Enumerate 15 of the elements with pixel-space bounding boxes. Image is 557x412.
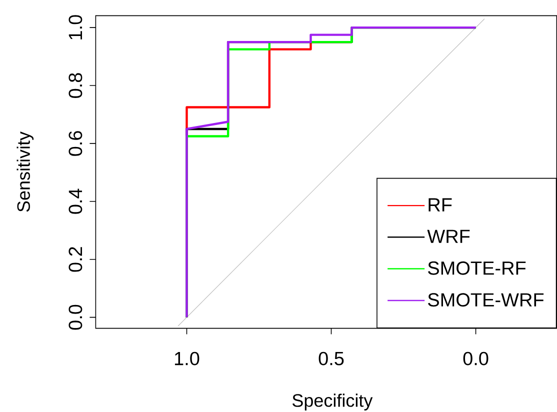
legend-label: WRF bbox=[427, 230, 470, 243]
legend-label: RF bbox=[428, 198, 452, 212]
x-tick-label: 0.0 bbox=[463, 352, 488, 366]
y-tick-label: 0.0 bbox=[68, 304, 82, 330]
legend-label: SMOTE-RF bbox=[428, 261, 526, 275]
y-tick-label: 0.4 bbox=[68, 188, 82, 214]
x-tick-label: 1.0 bbox=[174, 352, 200, 366]
y-axis-title: Sensitivity bbox=[16, 132, 34, 212]
y-tick-label: 0.6 bbox=[68, 131, 82, 156]
x-tick-label: 0.5 bbox=[318, 352, 344, 366]
legend-label: SMOTE-WRF bbox=[428, 293, 544, 307]
y-tick-label: 0.8 bbox=[68, 73, 82, 98]
y-tick-label: 0.2 bbox=[68, 247, 82, 272]
x-axis-title: Specificity bbox=[292, 394, 373, 410]
y-tick-label: 1.0 bbox=[68, 15, 82, 40]
